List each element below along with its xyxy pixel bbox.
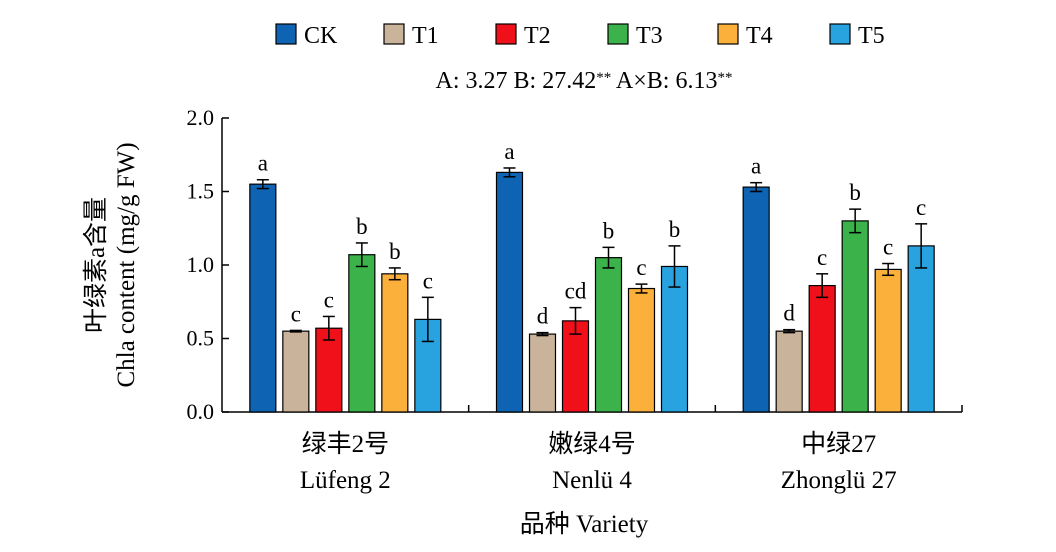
significance-letter: c [423,268,433,293]
bar-t4-group-3 [874,268,902,413]
bar-t2-group-1 [315,327,343,413]
group-label-en: Zhonglü 27 [781,467,897,494]
significance-letter: c [883,235,893,260]
bar-t1-group-2 [528,333,557,413]
legend-label-t2: T2 [524,23,551,49]
x-ticks [467,405,963,412]
bar-t3-group-1 [348,254,376,413]
y-tick-label: 0.5 [187,326,215,351]
bar-t4-group-1 [381,273,409,413]
legend-label-t1: T1 [412,23,439,49]
error-bars [256,167,928,343]
significance-letter: b [849,180,861,205]
bar-t3-group-3 [841,220,869,413]
stats-segment: A×B: 6.13 [611,68,717,94]
significance-marker: ** [717,70,732,86]
significance-letter: b [603,218,615,243]
group-label-cn: 嫩绿4号 [548,430,636,458]
bar-t2-group-2 [561,320,590,413]
legend-swatch-t2 [495,23,517,45]
legend-label-ck: CK [304,23,338,49]
bar-t1-group-3 [775,330,803,413]
significance-letter: b [356,214,368,239]
legend-swatch-t1 [383,23,405,45]
y-axis-title-en: Chla content (mg/g FW) [113,142,140,387]
legend-swatch-t3 [607,23,629,45]
bar-t5-group-2 [660,265,689,413]
legend-swatch-t4 [717,23,739,45]
y-tick-label: 1.5 [187,179,215,204]
significance-letter: b [389,239,401,264]
legend-swatch-ck [275,23,297,45]
group-labels: 绿丰2号 Lüfeng 2 嫩绿4号 Nenlü 4 中绿27 Zhonglü 27 [300,430,897,494]
significance-letter: c [291,301,301,326]
significance-marker: ** [596,70,611,86]
significance-letter: a [751,154,761,179]
stats-segment: A: 3.27 B: 27.42 [436,68,597,94]
bars [249,171,935,413]
legend-label-t5: T5 [858,23,885,49]
significance-letter: c [817,245,827,270]
bar-t1-group-1 [282,330,310,413]
significance-letter: a [504,139,514,164]
group-label-en: Nenlü 4 [552,467,632,494]
group-label-cn: 中绿27 [801,430,876,458]
significance-letter: d [537,304,549,329]
bar-ck-group-3 [742,186,770,413]
y-tick-label: 2.0 [187,105,215,130]
anova-stats: A: 3.27 B: 27.42** A×B: 6.13** [436,68,733,94]
significance-letter: a [258,151,268,176]
y-tick-label: 1.0 [187,252,215,277]
bar-t2-group-3 [808,284,836,413]
legend-swatch-t5 [829,23,851,45]
y-axis-title-cn: 叶绿素a含量 [82,197,110,333]
group-label-en: Lüfeng 2 [300,467,391,494]
legend-label-t3: T3 [636,23,663,49]
significance-letter: c [324,287,334,312]
significance-letter: c [636,255,646,280]
bar-t3-group-2 [594,257,623,413]
bar-t5-group-3 [907,245,935,413]
y-tick-label: 0.0 [187,399,215,424]
y-ticks: 0.0 0.5 1.0 1.5 2.0 [187,105,229,424]
group-label-cn: 绿丰2号 [302,430,390,458]
significance-letter: c [916,195,926,220]
significance-letter: cd [565,279,587,304]
significance-letter: d [783,301,795,326]
significance-letter: b [669,217,681,242]
bar-ck-group-2 [495,171,524,413]
bar-t4-group-2 [627,287,656,413]
legend-label-t4: T4 [746,23,773,49]
legend: CK T1 T2 T3 T4 T5 [275,23,885,49]
x-axis-title: 品种 Variety [520,510,649,538]
bar-ck-group-1 [249,183,277,413]
